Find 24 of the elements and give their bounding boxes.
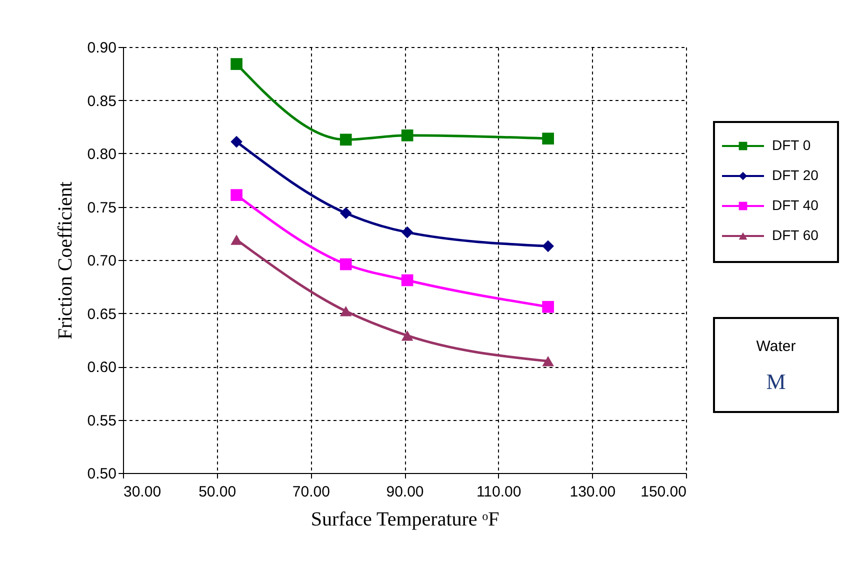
y-axis-title: Friction Coefficient bbox=[54, 181, 76, 340]
x-tick-label: 150.00 bbox=[640, 484, 686, 500]
x-tick-label: 90.00 bbox=[386, 484, 424, 500]
x-tick-label: 130.00 bbox=[570, 484, 616, 500]
y-tick-label: 0.50 bbox=[87, 466, 116, 482]
y-tick-label: 0.65 bbox=[87, 306, 116, 323]
y-tick-label: 0.85 bbox=[87, 92, 116, 110]
text: M bbox=[766, 369, 786, 394]
y-tick-label: 0.60 bbox=[87, 359, 116, 376]
legend-label: DFT 0 bbox=[772, 137, 811, 153]
y-tick-label: 0.75 bbox=[87, 199, 116, 216]
y-tick-label: 0.55 bbox=[87, 412, 116, 430]
x-tick-label: 50.00 bbox=[198, 484, 236, 500]
x-tick-label: 110.00 bbox=[476, 484, 522, 500]
legend-label: DFT 20 bbox=[772, 167, 819, 183]
y-tick-label: 0.80 bbox=[87, 146, 116, 163]
x-tick-label: 70.00 bbox=[292, 484, 330, 500]
legend-label: DFT 40 bbox=[772, 197, 819, 213]
y-tick-label: 0.90 bbox=[87, 40, 116, 56]
x-axis-title: Surface Temperature ᵒF bbox=[310, 508, 500, 530]
legend-label: DFT 60 bbox=[772, 227, 819, 243]
y-tick-label: 0.70 bbox=[87, 252, 116, 270]
text: Water bbox=[756, 338, 796, 355]
x-tick-label: 30.00 bbox=[124, 484, 162, 500]
